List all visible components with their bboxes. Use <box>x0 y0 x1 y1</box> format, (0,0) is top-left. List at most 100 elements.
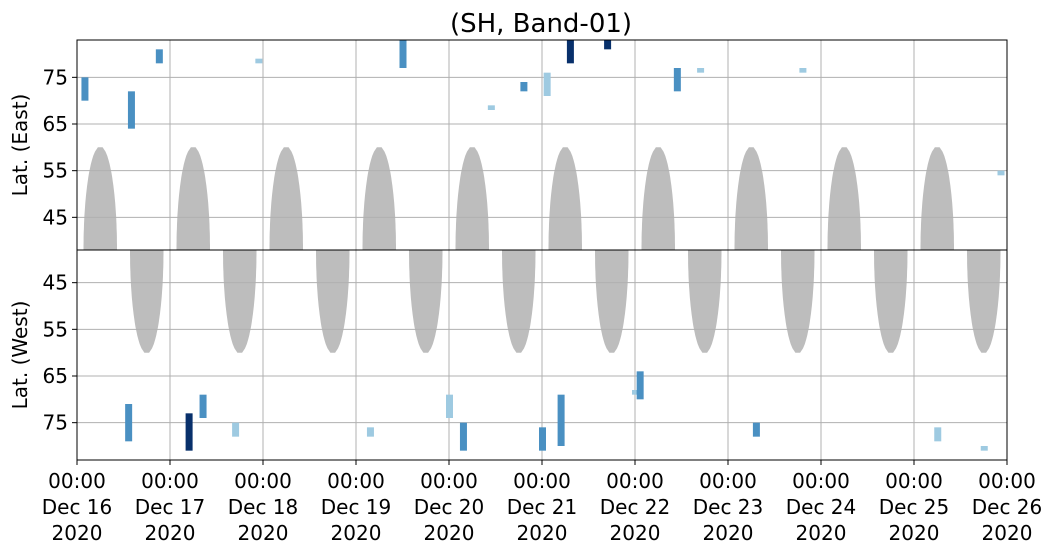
x-tick-label: 2020 <box>982 521 1033 545</box>
event-mark <box>520 82 528 92</box>
event-mark <box>155 49 163 64</box>
y-tick-label: 45 <box>43 205 68 229</box>
x-tick-label: Dec 16 <box>42 495 113 519</box>
x-tick-label: 00:00 <box>141 469 199 493</box>
y-tick-label: 65 <box>43 112 68 136</box>
event-mark <box>255 58 263 64</box>
no-data-shading <box>176 147 210 250</box>
x-tick-label: 00:00 <box>234 469 292 493</box>
x-tick-label: Dec 20 <box>414 495 485 519</box>
event-mark <box>539 427 546 451</box>
ylabel-west: Lat. (West) <box>8 301 32 410</box>
x-tick-label: 2020 <box>145 521 196 545</box>
x-tick-label: 2020 <box>796 521 847 545</box>
no-data-shading <box>83 147 117 250</box>
event-mark <box>81 77 89 101</box>
x-tick-label: 2020 <box>703 521 754 545</box>
events-west <box>125 371 988 451</box>
x-tick-label: 2020 <box>52 521 103 545</box>
x-tick-label: 00:00 <box>885 469 943 493</box>
no-data-shading <box>967 250 1001 353</box>
grid-west <box>76 250 1008 460</box>
no-data-shading-east <box>83 147 954 250</box>
no-data-shading <box>688 250 722 353</box>
x-tick-label: 2020 <box>517 521 568 545</box>
no-data-shading <box>548 147 582 250</box>
no-data-shading <box>874 250 908 353</box>
event-mark <box>557 394 565 446</box>
x-tick-label: 2020 <box>610 521 661 545</box>
no-data-shading <box>455 147 489 250</box>
x-tick-label: 00:00 <box>699 469 757 493</box>
panel-west <box>76 250 1008 460</box>
no-data-shading <box>920 147 954 250</box>
event-mark <box>632 390 639 395</box>
y-tick-label: 65 <box>43 364 68 388</box>
x-tick-label: Dec 21 <box>507 495 578 519</box>
x-tick-label: Dec 22 <box>600 495 671 519</box>
event-mark <box>487 105 495 110</box>
event-mark <box>125 404 133 442</box>
no-data-shading-west <box>130 250 1001 353</box>
x-tick-label: 00:00 <box>327 469 385 493</box>
chart-title: (SH, Band-01) <box>450 9 632 39</box>
event-mark <box>185 413 193 451</box>
x-tick-label: Dec 19 <box>321 495 392 519</box>
y-tick-label: 55 <box>43 317 68 341</box>
x-tick-label: Dec 23 <box>693 495 764 519</box>
y-tick-label: 75 <box>43 411 68 435</box>
no-data-shading <box>269 147 303 250</box>
no-data-shading <box>223 250 257 353</box>
no-data-shading <box>595 250 629 353</box>
x-tick-label: 2020 <box>238 521 289 545</box>
event-mark <box>446 394 453 418</box>
no-data-shading <box>502 250 536 353</box>
no-data-shading <box>641 147 675 250</box>
event-mark <box>232 422 240 437</box>
x-tick-label: Dec 17 <box>135 495 206 519</box>
event-mark <box>543 72 551 96</box>
event-mark <box>366 427 374 437</box>
no-data-shading <box>130 250 164 353</box>
x-tick-label: Dec 18 <box>228 495 299 519</box>
x-tick-label: 00:00 <box>606 469 664 493</box>
y-tick-label: 55 <box>43 159 68 183</box>
x-tick-label: 2020 <box>889 521 940 545</box>
event-mark <box>127 91 135 129</box>
panel-east <box>76 40 1008 250</box>
x-tick-label: 2020 <box>331 521 382 545</box>
event-mark <box>697 68 705 73</box>
event-mark <box>399 40 407 68</box>
x-tick-label: 00:00 <box>792 469 850 493</box>
event-mark <box>934 427 942 442</box>
x-tick-label: 00:00 <box>420 469 478 493</box>
x-tick-label: Dec 26 <box>972 495 1043 519</box>
no-data-shading <box>781 250 815 353</box>
event-mark <box>566 40 574 64</box>
event-mark <box>604 40 612 50</box>
no-data-shading <box>734 147 768 250</box>
events-east <box>81 40 1005 176</box>
event-mark <box>199 394 207 418</box>
event-mark <box>752 422 760 437</box>
no-data-shading <box>827 147 861 250</box>
x-tick-label: 2020 <box>424 521 475 545</box>
event-mark <box>673 68 681 92</box>
event-mark <box>636 371 644 400</box>
event-mark <box>799 68 807 73</box>
no-data-shading <box>409 250 443 353</box>
y-tick-label: 45 <box>43 271 68 295</box>
event-mark <box>459 422 467 451</box>
ylabel-east: Lat. (East) <box>8 94 32 197</box>
x-tick-label: 00:00 <box>978 469 1036 493</box>
event-mark <box>980 446 988 451</box>
no-data-shading <box>362 147 396 250</box>
x-tick-label: 00:00 <box>48 469 106 493</box>
x-tick-label: Dec 25 <box>879 495 950 519</box>
no-data-shading <box>316 250 350 353</box>
x-tick-label: 00:00 <box>513 469 571 493</box>
y-tick-label: 75 <box>43 65 68 89</box>
event-mark <box>997 170 1005 176</box>
